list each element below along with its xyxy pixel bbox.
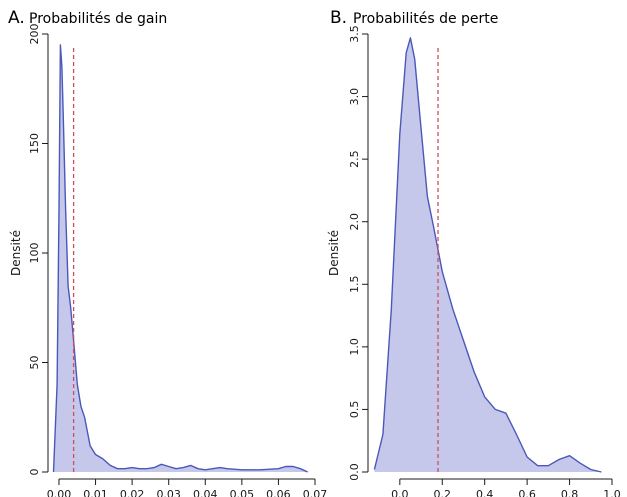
panel-title: Probabilités de gain [29,11,167,27]
x-tick-label: 0.06 [266,488,291,497]
y-tick-label: 2.5 [348,150,361,168]
density-line [52,44,308,473]
x-tick-label: 0.6 [518,488,536,497]
y-tick-label: 200 [28,24,41,45]
y-tick-label: 3.5 [348,25,361,43]
y-tick-label: 3.0 [348,88,361,106]
x-tick-label: 0.05 [230,488,255,497]
panel-title: Probabilités de perte [353,11,498,27]
density-area [374,37,602,473]
y-tick-label: 0.0 [348,463,361,481]
y-tick-label: 100 [28,243,41,264]
x-tick-label: 0.00 [47,488,72,497]
panel-letter: B. [330,8,347,28]
y-tick-label: 2.0 [348,213,361,231]
x-tick-label: 1.0 [603,488,621,497]
y-tick-label: 150 [28,133,41,154]
y-tick-label: 0.5 [348,401,361,419]
x-tick-label: 0.04 [193,488,218,497]
y-tick-label: 1.0 [348,338,361,356]
x-tick-label: 0.2 [434,488,452,497]
y-tick-label: 0 [28,469,41,476]
x-tick-label: 0.01 [83,488,108,497]
x-tick-label: 0.8 [561,488,579,497]
panel-a: A. Probabilités de gain 0 50 100 150 200 Dens… [8,8,327,497]
x-tick-label: 0.03 [156,488,181,497]
x-tick-label: 0.07 [303,488,328,497]
panel-b: B. Probabilités de perte 0.0 0.5 1.0 1.5 2.0… [327,8,621,497]
panel-letter: A. [8,8,25,28]
x-tick-label: 0.02 [120,488,145,497]
x-tick-label: 0.4 [476,488,494,497]
y-tick-label: 50 [28,356,41,370]
density-area [53,44,308,473]
y-tick-label: 1.5 [348,276,361,294]
x-tick-label: 0.0 [391,488,409,497]
y-axis-label: Densité [327,230,341,276]
y-axis-label: Densité [9,230,23,276]
density-line [373,37,602,473]
